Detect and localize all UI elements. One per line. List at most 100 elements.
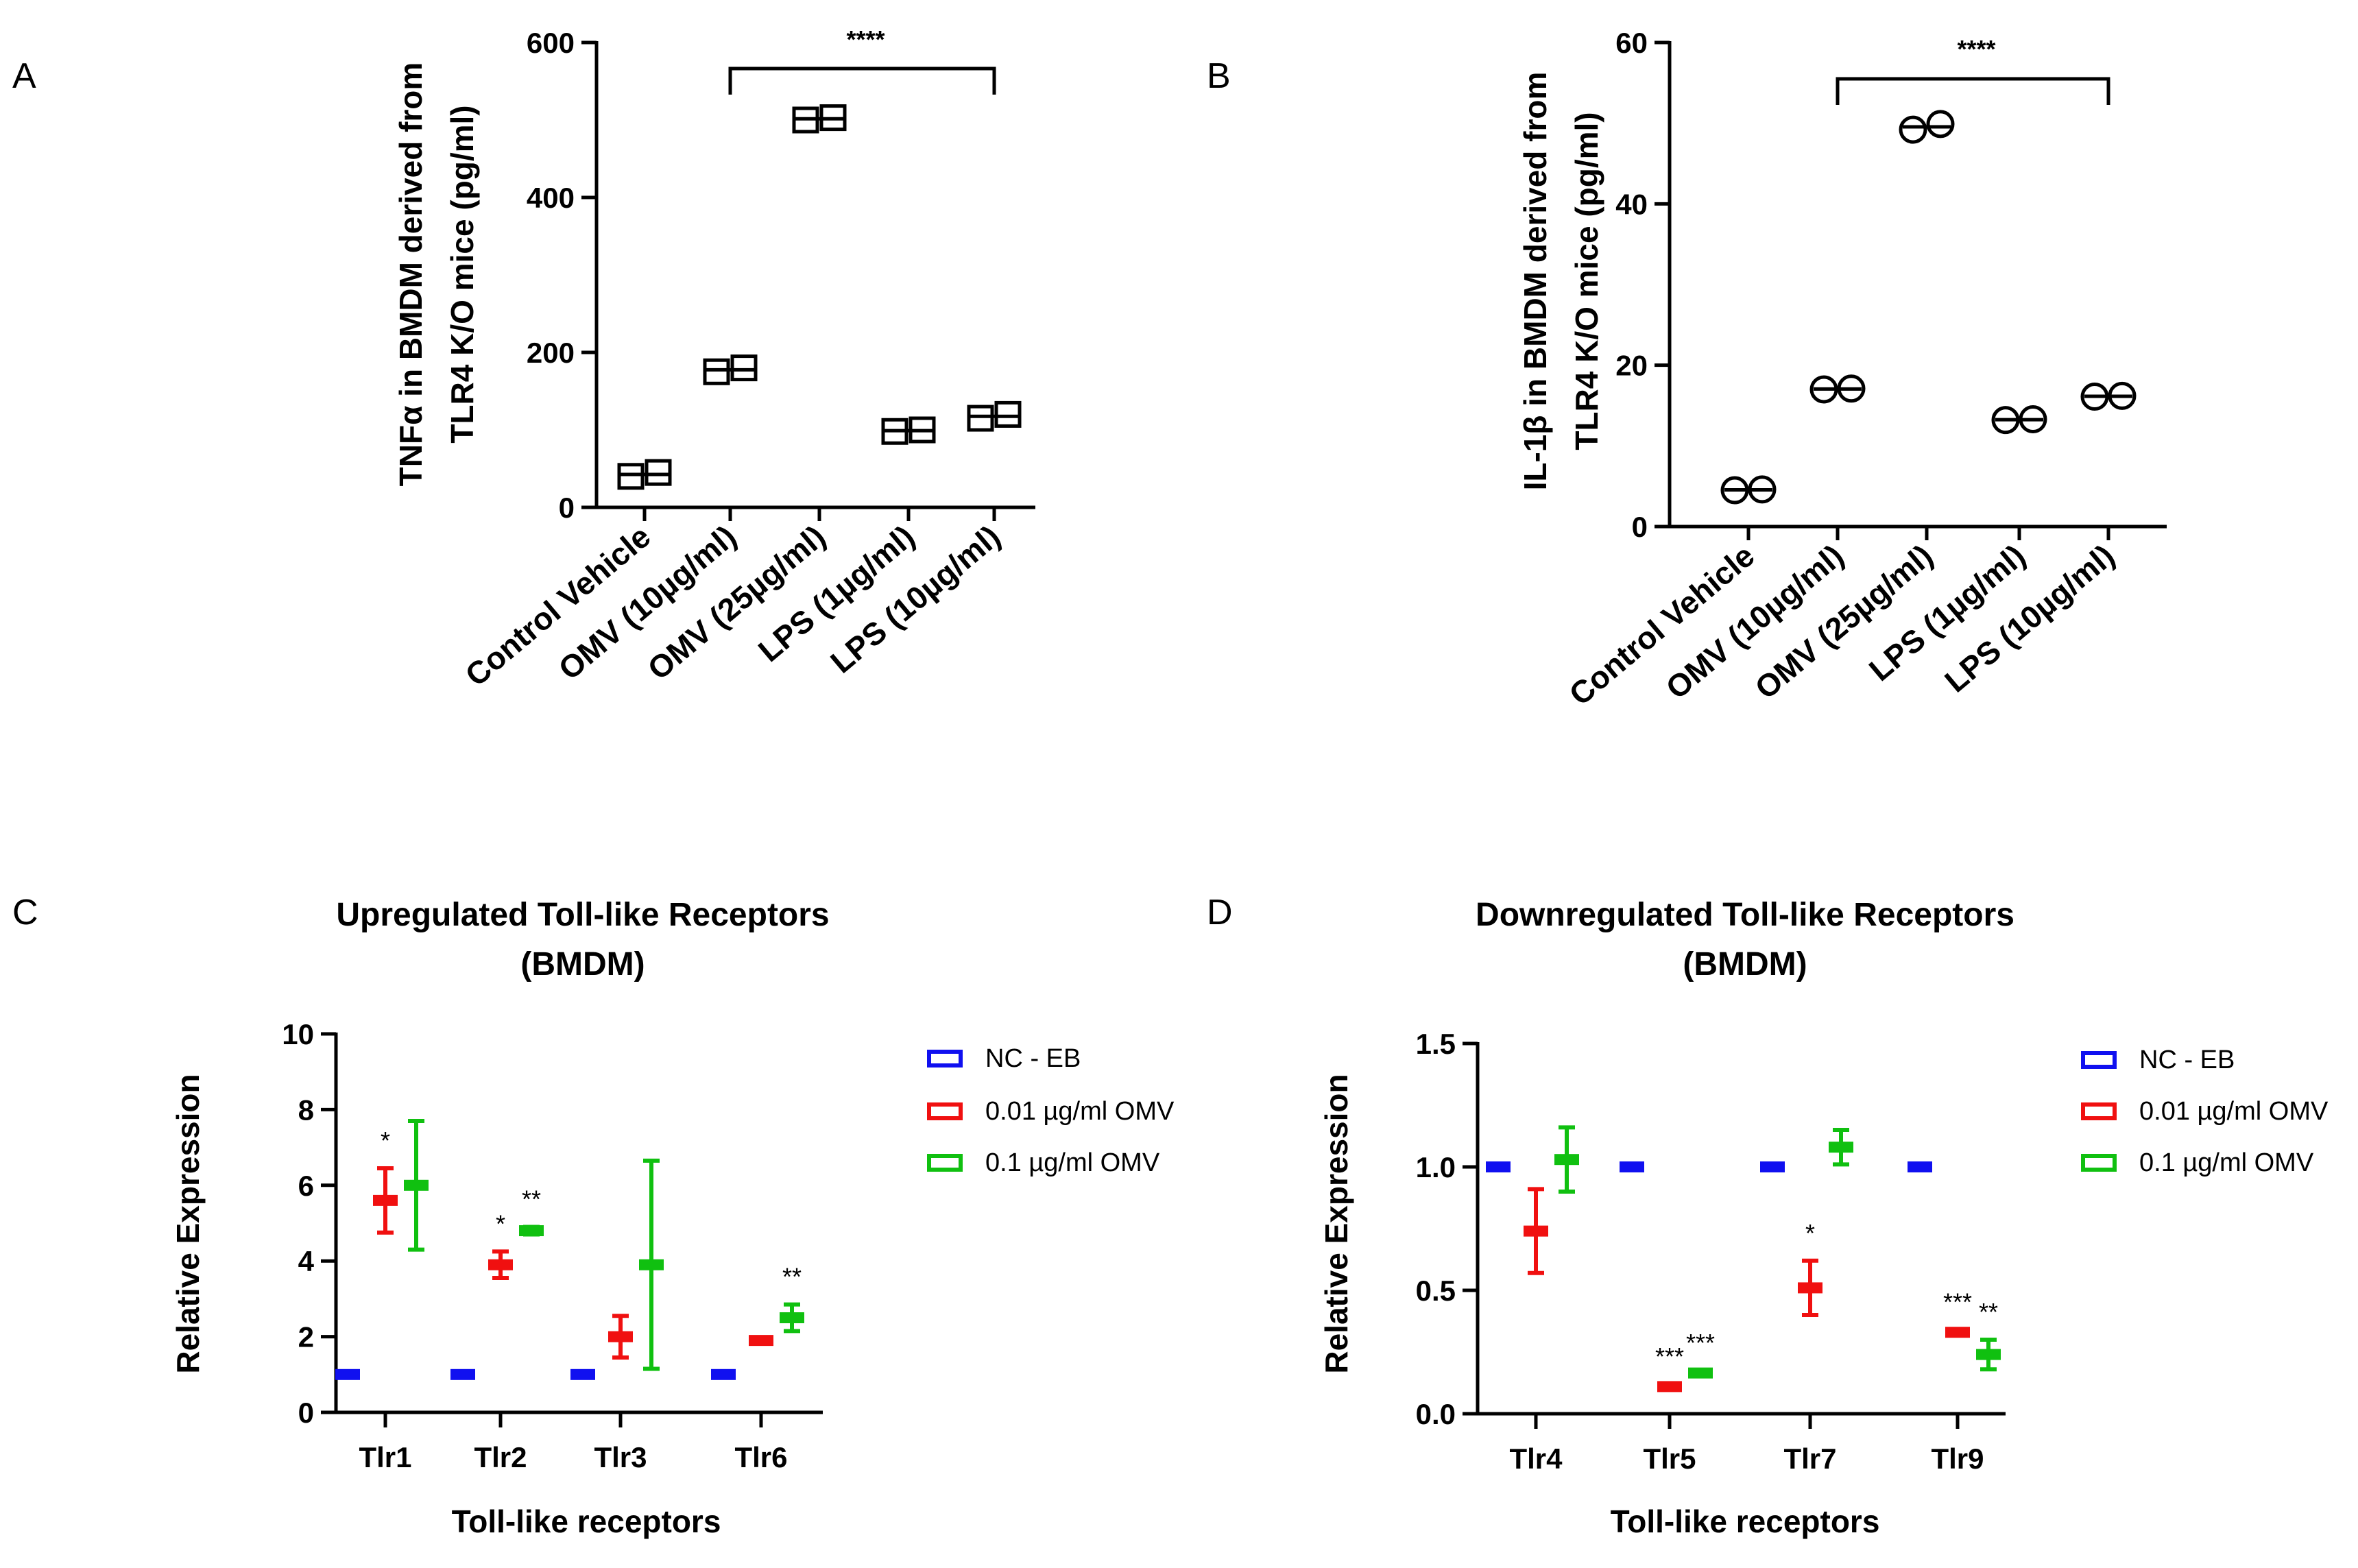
x-axis-title: Toll-like receptors xyxy=(1611,1504,1880,1539)
mean-marker xyxy=(450,1368,475,1380)
significance-bracket xyxy=(728,67,996,95)
data-point xyxy=(1809,375,1838,404)
mean-marker xyxy=(1908,1161,1932,1172)
y-tick-label: 4 xyxy=(298,1245,315,1277)
mean-marker xyxy=(780,1312,804,1323)
y-tick-label: 40 xyxy=(1615,188,1648,220)
significance-label: **** xyxy=(846,25,885,53)
significance-label: **** xyxy=(1957,35,1995,63)
mean-marker xyxy=(1657,1381,1682,1392)
data-point xyxy=(792,106,819,134)
y-tick-label: 400 xyxy=(527,182,575,214)
data-point xyxy=(909,416,936,444)
y-tick-label: 0.0 xyxy=(1416,1398,1456,1430)
data-point xyxy=(1748,475,1777,504)
y-tick-label: 0 xyxy=(1632,511,1648,543)
legend-label: 0.01 µg/ml OMV xyxy=(985,1097,1175,1126)
data-point xyxy=(2019,405,2047,434)
y-axis-title: Relative Expression xyxy=(170,1074,206,1373)
y-tick-label: 2 xyxy=(298,1321,314,1353)
significance-label: ** xyxy=(782,1263,802,1291)
significance-label: *** xyxy=(1686,1329,1715,1357)
y-tick-label: 6 xyxy=(298,1170,314,1202)
x-tick-label: Tlr2 xyxy=(474,1441,527,1473)
y-tick-label: 0.5 xyxy=(1416,1275,1456,1307)
mean-marker xyxy=(749,1335,773,1347)
y-axis-title: TLR4 K/O mice (pg/ml) xyxy=(1569,112,1604,450)
y-tick-label: 60 xyxy=(1615,27,1648,59)
y-tick-label: 10 xyxy=(282,1018,314,1050)
x-tick-label: Tlr1 xyxy=(359,1441,411,1473)
mean-marker xyxy=(1620,1161,1644,1172)
legend-swatch xyxy=(927,1102,963,1120)
significance-label: ** xyxy=(522,1185,541,1214)
data-point xyxy=(881,418,909,445)
mean-marker xyxy=(608,1331,633,1342)
significance-bracket xyxy=(1836,77,2110,105)
data-point xyxy=(1720,476,1749,505)
x-axis-title: Toll-like receptors xyxy=(452,1504,721,1539)
y-tick-label: 200 xyxy=(527,337,575,369)
y-axis-title: TNFα in BMDM derived from xyxy=(393,62,429,487)
mean-marker xyxy=(1524,1225,1548,1237)
mean-marker xyxy=(1486,1161,1511,1172)
x-tick-label: Tlr3 xyxy=(594,1441,647,1473)
legend-swatch xyxy=(2081,1051,2117,1069)
x-tick-label: Tlr4 xyxy=(1509,1443,1563,1475)
data-point xyxy=(2080,383,2109,411)
panel-letter: B xyxy=(1207,56,1231,96)
panel-letter: A xyxy=(12,56,36,96)
panel-letter: C xyxy=(12,893,38,932)
data-point xyxy=(1899,115,1927,144)
legend-swatch xyxy=(2081,1154,2117,1172)
y-tick-label: 8 xyxy=(298,1094,314,1126)
y-axis-title: TLR4 K/O mice (pg/ml) xyxy=(444,105,480,443)
mean-marker xyxy=(1945,1327,1970,1338)
mean-marker xyxy=(404,1179,429,1191)
significance-label: ** xyxy=(1979,1298,1998,1326)
mean-marker xyxy=(1688,1367,1713,1379)
legend-swatch xyxy=(927,1050,963,1068)
significance-label: * xyxy=(1805,1219,1815,1247)
mean-marker xyxy=(570,1368,595,1380)
mean-marker xyxy=(1554,1154,1579,1166)
data-point xyxy=(730,354,758,382)
mean-marker xyxy=(711,1368,736,1380)
x-tick-label: Tlr9 xyxy=(1931,1443,1984,1475)
x-tick-label: Tlr6 xyxy=(734,1441,787,1473)
legend-label: 0.01 µg/ml OMV xyxy=(2139,1097,2329,1126)
mean-marker xyxy=(1829,1142,1853,1153)
legend-label: NC - EB xyxy=(985,1044,1081,1073)
y-tick-label: 600 xyxy=(527,27,575,59)
significance-label: * xyxy=(496,1209,505,1238)
data-point xyxy=(1837,374,1866,403)
x-tick-label: Tlr5 xyxy=(1643,1443,1696,1475)
data-point xyxy=(703,358,730,385)
y-tick-label: 20 xyxy=(1615,350,1648,382)
data-point xyxy=(645,459,672,486)
data-point xyxy=(1926,110,1955,138)
data-point xyxy=(819,104,847,132)
data-point xyxy=(967,405,994,432)
chart-title: Upregulated Toll-like Receptors xyxy=(336,897,829,933)
legend-label: NC - EB xyxy=(2139,1046,2235,1074)
data-point xyxy=(2108,381,2137,410)
panel-letter: D xyxy=(1207,893,1233,932)
x-tick-label: Tlr7 xyxy=(1783,1443,1836,1475)
mean-marker xyxy=(373,1194,398,1206)
panel-a: A 0 200 400 600 TNFα in BMDM derived from TLR4… xyxy=(12,25,1035,693)
significance-label: *** xyxy=(1943,1288,1972,1316)
y-axis-title: IL-1β in BMDM derived from xyxy=(1517,72,1553,491)
mean-marker xyxy=(519,1225,544,1237)
y-tick-label: 0 xyxy=(298,1397,314,1429)
mean-marker xyxy=(1798,1282,1822,1294)
chart-title: (BMDM) xyxy=(520,946,645,982)
mean-marker xyxy=(335,1368,360,1380)
significance-label: *** xyxy=(1655,1342,1684,1371)
mean-marker xyxy=(488,1259,513,1270)
mean-marker xyxy=(1760,1161,1785,1172)
y-axis-title: Relative Expression xyxy=(1319,1074,1354,1373)
legend-swatch xyxy=(2081,1102,2117,1120)
y-tick-label: 1.5 xyxy=(1416,1028,1456,1060)
panel-d: D Downregulated Toll-like Receptors (BMDM)… xyxy=(1207,893,2329,1539)
